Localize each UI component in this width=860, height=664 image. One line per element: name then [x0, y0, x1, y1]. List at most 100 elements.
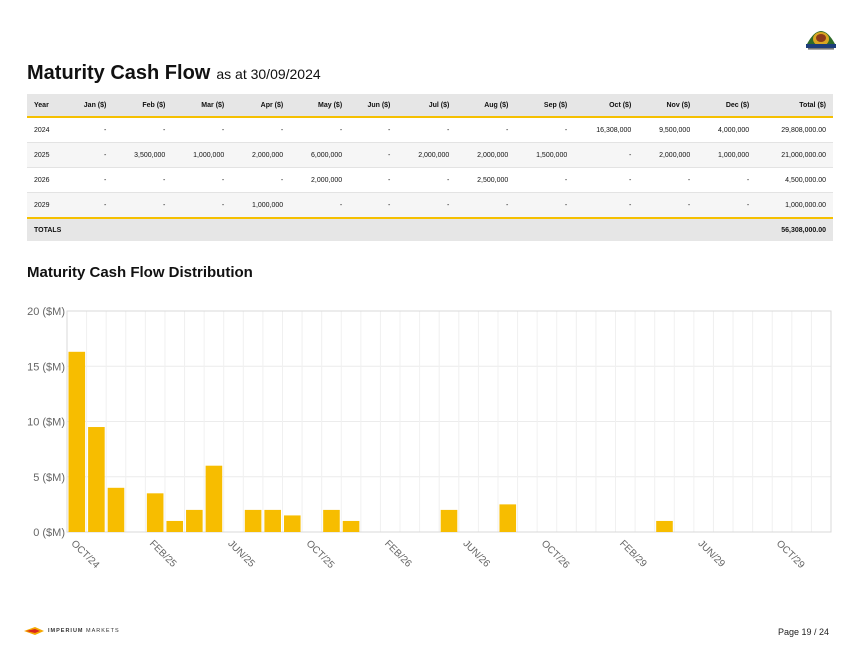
- bar-may-25: [205, 465, 223, 532]
- table-cell: 2,000,000: [397, 142, 457, 168]
- table-row: 2024- - - - - - - - -16,308,000 9,500,000 4,000,00…: [27, 117, 833, 143]
- table-body: 2024- - - - - - - - -16,308,000 9,500,000 4,000,00…: [27, 117, 833, 219]
- column-header: Nov ($): [638, 94, 698, 118]
- title-date: as at 30/09/2024: [216, 66, 321, 82]
- table-cell: -: [697, 192, 757, 219]
- table-cell: 2,000,000: [290, 167, 350, 193]
- y-tick-label: 20 ($M): [27, 306, 65, 318]
- bar-nov-24: [88, 427, 105, 532]
- column-header: May ($): [290, 94, 350, 118]
- table-cell: -: [638, 167, 698, 193]
- totals-label: TOTALS: [27, 217, 757, 241]
- x-tick-label: JUN/26: [460, 538, 492, 570]
- maturity-cash-flow-table: Year Jan ($) Feb ($) Mar ($) Apr ($) May ($) J…: [27, 94, 833, 241]
- table-cell: -: [113, 117, 173, 143]
- y-tick-label: 0 ($M): [33, 527, 65, 539]
- table-cell: 2025: [27, 142, 66, 168]
- table-cell: 4,000,000: [697, 117, 757, 143]
- column-header: Oct ($): [574, 94, 639, 118]
- table-cell: 16,308,000: [574, 117, 639, 143]
- table-cell: -: [456, 117, 516, 143]
- y-tick-label: 5 ($M): [33, 472, 65, 484]
- table-cell: -: [574, 192, 639, 219]
- x-tick-label: JUN/29: [696, 538, 728, 570]
- bar-apr-29: [656, 520, 673, 532]
- table-cell: -: [65, 167, 114, 193]
- table-cell: 1,500,000: [515, 142, 575, 168]
- table-cell: 1,000,000: [231, 192, 291, 219]
- table-cell: -: [515, 117, 575, 143]
- y-tick-label: 15 ($M): [27, 361, 65, 373]
- column-header: Mar ($): [172, 94, 232, 118]
- title-text: Maturity Cash Flow: [27, 62, 211, 84]
- table-cell: -: [349, 142, 398, 168]
- table-cell: -: [397, 192, 457, 219]
- table-cell: 1,000,000: [172, 142, 232, 168]
- x-tick-label: OCT/24: [69, 538, 102, 571]
- table-row: 2026- - - -2,000,000- -2,500,000- - - -4,500,00…: [27, 167, 833, 193]
- bar-dec-25: [342, 520, 360, 532]
- x-tick-label: OCT/26: [539, 538, 572, 571]
- brand-bold: IMPERIUM: [48, 628, 84, 634]
- bar-feb-25: [146, 493, 164, 532]
- table-cell: 9,500,000: [638, 117, 698, 143]
- table-cell: -: [172, 167, 232, 193]
- bar-may-26: [440, 509, 458, 532]
- table-cell: -: [65, 142, 114, 168]
- bar-jul-25: [244, 509, 262, 532]
- page-title: Maturity Cash Flow as at 30/09/2024: [27, 62, 321, 85]
- table-cell: -: [231, 117, 291, 143]
- table-cell: -: [574, 167, 639, 193]
- bar-mar-25: [166, 520, 184, 532]
- totals-row: TOTALS 56,308,000.00: [27, 217, 833, 241]
- bar-sep-25: [283, 515, 301, 532]
- table-cell: -: [290, 117, 350, 143]
- bar-nov-25: [323, 509, 340, 532]
- table-cell: -: [349, 167, 398, 193]
- table-cell: -: [113, 167, 173, 193]
- footer-brand: IMPERIUM MARKETS: [24, 626, 120, 636]
- column-header: Total ($): [756, 94, 833, 118]
- bar-apr-25: [186, 509, 203, 532]
- column-header: Feb ($): [113, 94, 173, 118]
- table-cell: 4,500,000.00: [756, 167, 833, 193]
- bar-oct-24: [68, 351, 86, 532]
- table-cell: 2029: [27, 192, 66, 219]
- table-cell: -: [515, 167, 575, 193]
- column-header: Dec ($): [697, 94, 757, 118]
- column-header: Jan ($): [65, 94, 114, 118]
- column-header: Apr ($): [231, 94, 291, 118]
- x-tick-label: FEB/26: [382, 538, 414, 570]
- column-header: Sep ($): [515, 94, 575, 118]
- bar-dec-24: [107, 487, 125, 532]
- table-cell: -: [456, 192, 516, 219]
- column-header: Jul ($): [397, 94, 457, 118]
- table-row: 2025-3,500,000 1,000,000 2,000,000 6,000,00…: [27, 142, 833, 168]
- table-cell: -: [65, 117, 114, 143]
- table-cell: -: [65, 192, 114, 219]
- x-tick-label: FEB/29: [617, 538, 649, 570]
- chart-title: Maturity Cash Flow Distribution: [27, 264, 253, 281]
- table-cell: 6,000,000: [290, 142, 350, 168]
- table-cell: -: [172, 117, 232, 143]
- table-cell: -: [172, 192, 232, 219]
- x-tick-label: OCT/25: [304, 538, 337, 571]
- table-cell: -: [397, 167, 457, 193]
- totals-value: 56,308,000.00: [756, 217, 833, 241]
- bar-aug-26: [499, 504, 517, 532]
- council-seal-logo: [806, 31, 836, 50]
- table-row: 2029- - -1,000,000- - - - - - - -1,000,000.00: [27, 192, 833, 219]
- table-cell: -: [231, 167, 291, 193]
- x-tick-label: OCT/29: [774, 538, 807, 571]
- table-cell: 2,000,000: [231, 142, 291, 168]
- table-cell: -: [574, 142, 639, 168]
- table-cell: 2,500,000: [456, 167, 516, 193]
- column-header: Aug ($): [456, 94, 516, 118]
- x-tick-label: FEB/25: [147, 538, 179, 570]
- column-header: Year: [27, 94, 66, 118]
- bar-aug-25: [264, 509, 281, 532]
- table-cell: 1,000,000: [697, 142, 757, 168]
- table-cell: -: [697, 167, 757, 193]
- table-header-row: Year Jan ($) Feb ($) Mar ($) Apr ($) May ($) J…: [27, 94, 833, 118]
